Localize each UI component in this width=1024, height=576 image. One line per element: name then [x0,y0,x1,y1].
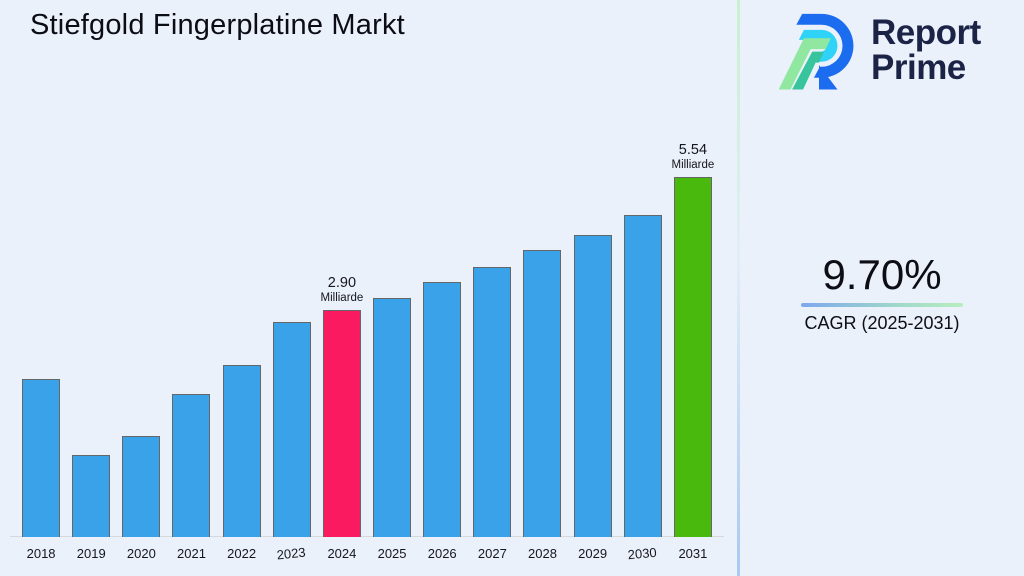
bar-2028 [523,250,562,537]
year-label-2024: 2024 [327,546,357,561]
page-title: Stiefgold Fingerplatine Markt [30,9,405,41]
bar-2031 [673,177,712,537]
year-label-2026: 2026 [427,546,457,561]
year-label-2022: 2022 [227,546,257,561]
chart-column: 2025 [367,100,417,576]
bar-2020 [122,436,161,537]
chart-column: 2019 [66,100,116,576]
cagr-block: 9.70% CAGR (2025-2031) [740,250,1024,334]
bar-value-label-2031: 5.54 Milliarde [671,142,714,172]
chart-column: 5.54 Milliarde 2031 [668,100,718,576]
bar-2027 [473,267,512,537]
year-label-2023: 2023 [276,544,307,563]
chart-column: 2.90 Milliarde 2024 [317,100,367,576]
bar-2022 [222,365,261,537]
bar-value: 2.90 [327,275,357,291]
bar-value: 5.54 [678,142,708,158]
chart-column: 2026 [417,100,467,576]
chart-column: 2030 [618,100,668,576]
bar-2018 [22,379,61,537]
bar-2029 [573,235,612,537]
report-prime-wordmark: Report Prime [871,15,981,85]
chart-column: 2018 [16,100,66,576]
chart-column: 2029 [568,100,618,576]
cagr-underline [801,303,963,307]
chart-column: 2022 [217,100,267,576]
year-label-2025: 2025 [377,546,407,561]
chart-column: 2027 [467,100,517,576]
bar-2025 [373,298,412,537]
bar-value-label-2024: 2.90 Milliarde [321,275,364,305]
bar-2021 [172,394,211,537]
x-axis-line [10,536,724,537]
year-label-2019: 2019 [76,546,106,561]
chart-column: 2020 [116,100,166,576]
chart-column: 2028 [517,100,567,576]
chart-column: 2023 [267,100,317,576]
report-prime-logo-icon [778,13,854,90]
bar-2019 [72,455,111,537]
bar-2026 [423,282,462,537]
cagr-label: CAGR (2025-2031) [804,313,960,333]
year-label-2027: 2027 [477,546,507,561]
report-prime-logo: Report Prime [776,8,981,92]
bar-2024 [322,310,361,537]
year-label-2029: 2029 [578,546,608,561]
year-label-2018: 2018 [26,546,56,561]
chart-column: 2021 [166,100,216,576]
bar-unit: Milliarde [671,159,715,171]
year-label-2021: 2021 [177,546,206,561]
cagr-value: 9.70% [822,251,942,298]
bar-2030 [623,215,662,537]
vertical-divider [737,0,740,576]
bar-unit: Milliarde [320,292,364,304]
bar-chart: 2018 2019 2020 2021 2022 2023 2.90 Milliarde 202… [10,100,724,576]
year-label-2020: 2020 [126,546,156,561]
year-label-2028: 2028 [528,546,557,561]
bar-2023 [272,322,311,537]
bars-row: 2018 2019 2020 2021 2022 2023 2.90 Milliarde 202… [16,100,718,576]
year-label-2031: 2031 [678,546,708,561]
logo-line-report: Report [871,13,981,52]
logo-line-prime: Prime [871,48,966,87]
year-label-2030: 2030 [627,544,658,563]
